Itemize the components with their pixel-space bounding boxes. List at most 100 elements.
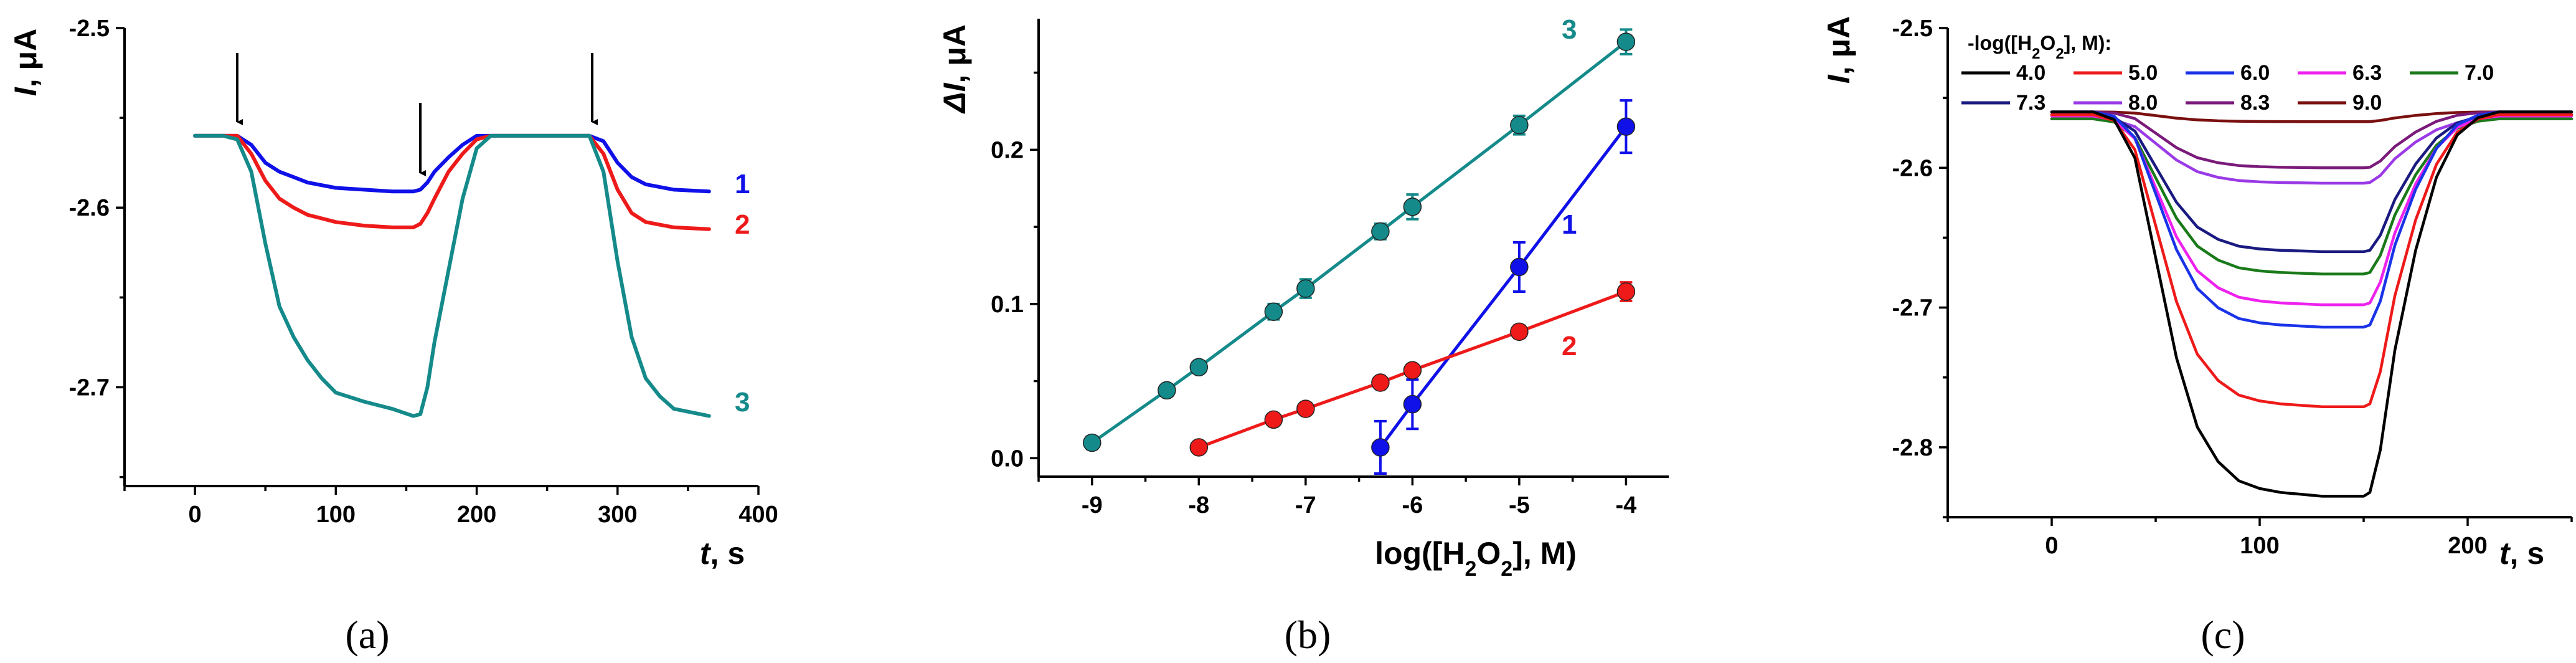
panel-b-data-point (1264, 302, 1283, 321)
panel-c-legend-title-part: 2 (2055, 45, 2064, 62)
panel-a-y-tick-label: -2.6 (69, 195, 110, 221)
panel-b-data-point (1403, 394, 1422, 414)
panel-c-legend-title-part: -log([H (1968, 32, 2032, 54)
panel-c-legend-entry: 7.0 (2465, 61, 2494, 85)
panel-b-data-point (1510, 322, 1529, 341)
panel-b-series-label: 3 (1562, 14, 1577, 45)
panel-c-legend-entry: 6.0 (2240, 61, 2270, 85)
panel-c-series-line-6.3 (2050, 115, 2574, 307)
panel-a-y-axis-label-part: I (8, 87, 43, 96)
panel-c-x-tick-label: 200 (2448, 533, 2487, 559)
panel-c-series-line-7.3 (2050, 113, 2574, 254)
panel-b-y-tick-label: 0.1 (991, 292, 1024, 318)
panel-b-data-point (1371, 438, 1390, 457)
panel-b-data-point (1189, 358, 1209, 377)
panel-b-data-point (1296, 399, 1315, 418)
panel-b-y-axis-label-part: ΔI (937, 82, 972, 114)
panel-c-x-tick-label: 100 (2240, 533, 2279, 559)
panel-a-x-axis-label-part: , s (710, 536, 745, 571)
panel-a-x-axis-label-part: t (700, 536, 712, 571)
panel-b-data-point (1296, 279, 1315, 298)
panel-b-series-line-3 (1090, 40, 1628, 445)
panel-b-data-point (1158, 381, 1176, 400)
panel-b-data-point (1264, 410, 1283, 429)
panel-c-x-axis-label-part: , s (2510, 536, 2545, 571)
panel-c-x-axis-label-part: t (2499, 536, 2511, 571)
panel-b-x-axis-label-part: ], M) (1512, 536, 1577, 571)
panel-c-legend-title-part: ], M): (2064, 32, 2111, 54)
panel-b-x-axis-label-part: 2 (1501, 557, 1512, 581)
panel-b-data-point (1616, 117, 1636, 136)
panel-c-x-tick-label: 0 (2045, 533, 2058, 559)
panel-b-data-point (1371, 222, 1390, 241)
panel-c-x-axis-label: t, s (2499, 536, 2544, 571)
panel-b-x-tick-label: -4 (1615, 492, 1636, 518)
panel-c-chart: 0 100 200-2.5-2.6-2.7-2.8I, μAt, s-log([H2… (1821, 16, 2574, 571)
panel-a-series-label: 3 (735, 387, 750, 417)
panel-c-legend-entry: 8.3 (2240, 91, 2270, 115)
panel-a-series-label: 1 (735, 169, 750, 199)
panel-b-y-axis-label: ΔI, μA (937, 24, 972, 114)
panel-label-b: (b) (1285, 613, 1331, 657)
panel-b-data-point (1189, 438, 1209, 457)
panel-a-x-tick-label: 100 (316, 502, 356, 528)
panel-b-x-axis-label-part: O (1476, 536, 1501, 571)
panel-a-series-line-1 (193, 133, 711, 194)
panel-a-y-axis-label: I, μA (8, 29, 43, 96)
panel-c-series-line-4.0 (2050, 110, 2574, 498)
panel-a-y-tick-label: -2.5 (69, 16, 110, 42)
panel-b-data-point (1403, 361, 1422, 379)
panel-c-legend-entry: 8.0 (2128, 91, 2158, 115)
panel-c-y-axis-label-part: I (1821, 74, 1856, 83)
panel-b-data-point (1510, 257, 1529, 277)
panel-b-data-point (1083, 433, 1102, 452)
panel-b-x-tick-label: -9 (1082, 492, 1103, 518)
panel-b-y-tick-label: 0.2 (991, 137, 1024, 163)
panel-b-data-point (1616, 32, 1636, 51)
panel-c-legend-title-part: O (2040, 32, 2055, 54)
panel-a-series-line-2 (193, 133, 711, 231)
panel-b-chart: -9 -8 -7 -6 -5 -4 0.0 0.1 0.2 ΔI, μA log([H2O2], M… (937, 14, 1669, 581)
panel-c-y-tick-label: -2.8 (1892, 435, 1933, 461)
panel-c-y-axis-label: I, μA (1821, 16, 1856, 83)
panel-c-legend-entry: 9.0 (2352, 91, 2382, 115)
panel-b-x-tick-label: -7 (1295, 492, 1316, 518)
panel-b-x-tick-label: -6 (1402, 492, 1423, 518)
panel-a-series-label: 2 (735, 209, 750, 240)
panel-a-x-tick-label: 200 (457, 502, 496, 528)
panel-c-y-tick-label: -2.7 (1892, 295, 1933, 322)
panel-b-x-tick-label: -8 (1188, 492, 1209, 518)
panel-b-data-point (1616, 282, 1636, 301)
panel-a-x-axis-label: t, s (700, 536, 745, 571)
panel-c-series-line-5.0 (2050, 113, 2574, 409)
panel-c-y-tick-label: -2.6 (1892, 155, 1933, 181)
panel-c-y-axis-label-part: , μA (1821, 16, 1856, 75)
panel-a-y-axis-label-part: , μA (8, 29, 43, 87)
panel-a-y-tick-label: -2.7 (69, 374, 110, 401)
panel-b-data-point (1510, 116, 1529, 135)
panel-label-a: (a) (345, 613, 389, 657)
panel-a-x-tick-label: 0 (189, 502, 202, 528)
panel-c-legend-entry: 4.0 (2016, 61, 2045, 85)
panel-b-x-axis-label: log([H2O2], M) (1375, 536, 1577, 581)
panel-label-c: (c) (2201, 613, 2245, 657)
panel-a-x-tick-label: 400 (738, 502, 778, 528)
panel-c-legend-entry: 6.3 (2352, 61, 2382, 85)
panel-c-legend-title-part: 2 (2032, 45, 2040, 62)
panel-c-series-line-6.0 (2050, 110, 2574, 329)
panel-b-series-label: 1 (1562, 209, 1577, 240)
panel-a-x-tick-label: 300 (598, 502, 637, 528)
panel-b-series-label: 2 (1562, 331, 1577, 361)
panel-c-y-tick-label: -2.5 (1892, 16, 1933, 42)
panel-c-series-line-8.3 (2050, 110, 2574, 169)
panel-b-data-point (1371, 373, 1390, 392)
panel-b-y-tick-label: 0.0 (991, 446, 1024, 472)
panel-a-series-line-3 (193, 133, 711, 418)
panel-b-series-line-1 (1379, 125, 1628, 449)
panel-b-x-tick-label: -5 (1509, 492, 1530, 518)
panel-c-series-line-9.0 (2050, 110, 2574, 123)
panel-b-data-point (1403, 198, 1422, 216)
panel-c-legend-title: -log([H2O2], M): (1968, 32, 2111, 62)
panel-b-x-axis-label-part: 2 (1465, 557, 1476, 581)
